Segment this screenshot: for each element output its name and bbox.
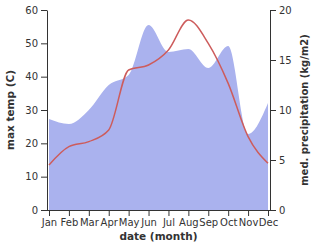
- tick: 40: [25, 71, 47, 82]
- y-axis: 0 10 20 30 40 50 60: [25, 5, 47, 216]
- tick-label: Jan: [41, 217, 57, 228]
- tick-mark: [149, 210, 150, 216]
- tick: Nov: [239, 210, 259, 228]
- tick-mark: [270, 10, 276, 11]
- tick-label: 20: [25, 138, 38, 149]
- tick-label: 50: [25, 38, 38, 49]
- tick-mark: [109, 210, 110, 216]
- tick-label: Nov: [239, 217, 259, 228]
- tick-mark: [41, 10, 47, 11]
- tick: Aug: [179, 210, 199, 228]
- tick-mark: [188, 210, 189, 216]
- tick-mark: [41, 110, 47, 111]
- tick-label: Sep: [199, 217, 218, 228]
- tick: 20: [25, 138, 47, 149]
- tick-mark: [41, 177, 47, 178]
- tick-label: 20: [279, 5, 292, 16]
- tick-label: 40: [25, 71, 38, 82]
- tick: 5: [270, 155, 285, 166]
- tick-mark: [270, 110, 276, 111]
- tick: 0: [270, 205, 285, 216]
- tick-mark: [270, 60, 276, 61]
- tick: 30: [25, 105, 47, 116]
- tick: 60: [25, 5, 47, 16]
- tick-mark: [208, 210, 209, 216]
- tick-mark: [69, 210, 70, 216]
- tick-label: 30: [25, 105, 38, 116]
- tick: 0: [32, 205, 47, 216]
- tick-mark: [268, 210, 269, 216]
- precipitation-area: [49, 25, 268, 210]
- plot-area: [49, 20, 268, 210]
- axis-line: [47, 210, 270, 211]
- tick: Feb: [61, 210, 79, 228]
- tick: Jul: [162, 210, 175, 228]
- tick-label: Dec: [259, 217, 278, 228]
- tick-mark: [49, 210, 50, 216]
- tick: Apr: [101, 210, 119, 228]
- y2-axis: 0 5 10 15 20: [270, 5, 292, 216]
- tick-label: 0: [32, 205, 38, 216]
- tick-mark: [248, 210, 249, 216]
- tick-mark: [41, 43, 47, 44]
- tick: May: [119, 210, 140, 228]
- tick-label: May: [119, 217, 140, 228]
- tick-label: 10: [25, 171, 38, 182]
- tick: Jun: [140, 210, 157, 228]
- tick: 50: [25, 38, 47, 49]
- tick-label: Apr: [101, 217, 119, 228]
- tick-mark: [228, 210, 229, 216]
- chart: JanFebMarAprMayJunJulAugSepOctNovDec0102…: [0, 0, 318, 247]
- tick-label: Mar: [80, 217, 100, 228]
- tick-label: Oct: [220, 217, 237, 228]
- temperature-line: [49, 20, 268, 165]
- tick-mark: [168, 210, 169, 216]
- tick: Oct: [220, 210, 237, 228]
- tick-label: 5: [279, 155, 285, 166]
- y2-axis-title: med. precipitation (kg/m2): [299, 34, 310, 186]
- tick-mark: [270, 210, 276, 211]
- tick-mark: [270, 160, 276, 161]
- tick-mark: [41, 77, 47, 78]
- tick-label: Aug: [179, 217, 199, 228]
- tick-label: 0: [279, 205, 285, 216]
- axis-line: [47, 11, 48, 211]
- tick-mark: [89, 210, 90, 216]
- tick: 20: [270, 5, 292, 16]
- tick-label: 60: [25, 5, 38, 16]
- tick: 15: [270, 55, 292, 66]
- tick-label: Feb: [61, 217, 79, 228]
- x-axis-title: date (month): [119, 230, 197, 242]
- tick-mark: [41, 210, 47, 211]
- tick-label: 10: [279, 105, 292, 116]
- tick: Mar: [80, 210, 100, 228]
- tick-mark: [129, 210, 130, 216]
- tick-mark: [41, 143, 47, 144]
- tick-label: Jul: [162, 217, 175, 228]
- tick: 10: [25, 171, 47, 182]
- x-axis: Jan FebMarAprMayJun Jul AugSepOctNovDec: [41, 210, 278, 228]
- tick: Dec: [259, 210, 278, 228]
- tick: Sep: [199, 210, 218, 228]
- tick: Jan: [41, 210, 57, 228]
- tick-label: 15: [279, 55, 292, 66]
- tick-label: Jun: [140, 217, 157, 228]
- tick: 10: [270, 105, 292, 116]
- y-axis-title: max temp (C): [4, 70, 16, 150]
